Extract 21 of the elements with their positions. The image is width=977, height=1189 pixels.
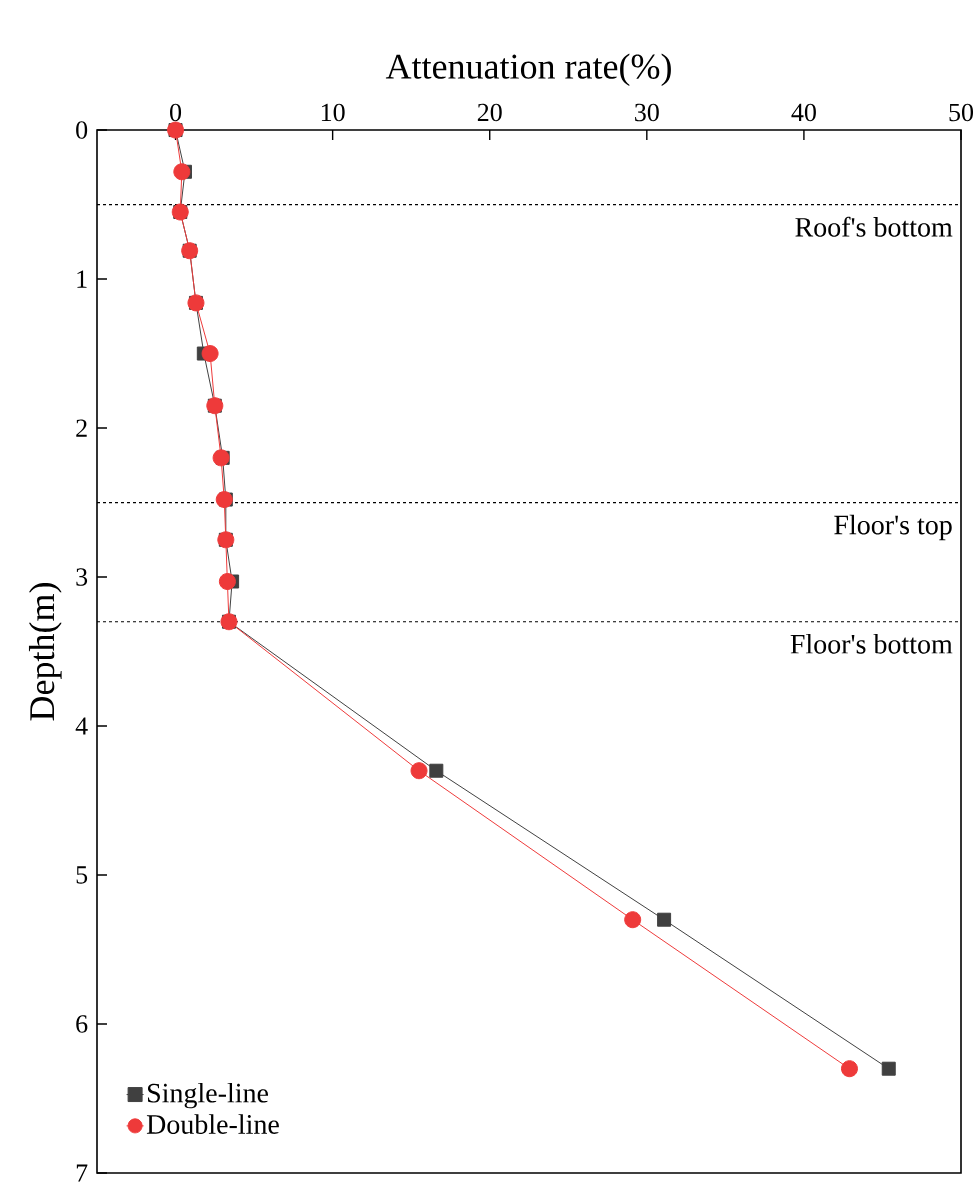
legend-label: Double-line [146,1114,279,1134]
x-tick-label: 40 [791,103,816,122]
y-tick-label: 4 [75,717,88,735]
y-tick-label: 3 [76,568,88,586]
ref-line-label: Roof's bottom [795,216,953,237]
y-axis-title: Depth(m) [28,583,62,721]
y-tick-label: 0 [76,121,88,139]
y-tick-label: 5 [76,866,88,884]
x-tick-label: 0 [170,103,182,122]
ref-line-label: Floor's top [834,514,952,541]
legend-label: Single-line [147,1082,269,1109]
x-axis-title: Attenuation rate(%) [385,53,671,87]
x-tick-label: 20 [477,103,502,122]
x-tick-label: 10 [321,103,345,122]
y-tick-label: 7 [76,1164,88,1182]
x-tick-label: 30 [635,103,659,122]
y-tick-label: 6 [76,1015,88,1033]
ref-line-label: Floor's bottom [790,633,953,654]
y-tick-label: 1 [77,270,87,288]
x-tick-label: 50 [949,103,974,122]
y-tick-label: 2 [76,419,87,437]
